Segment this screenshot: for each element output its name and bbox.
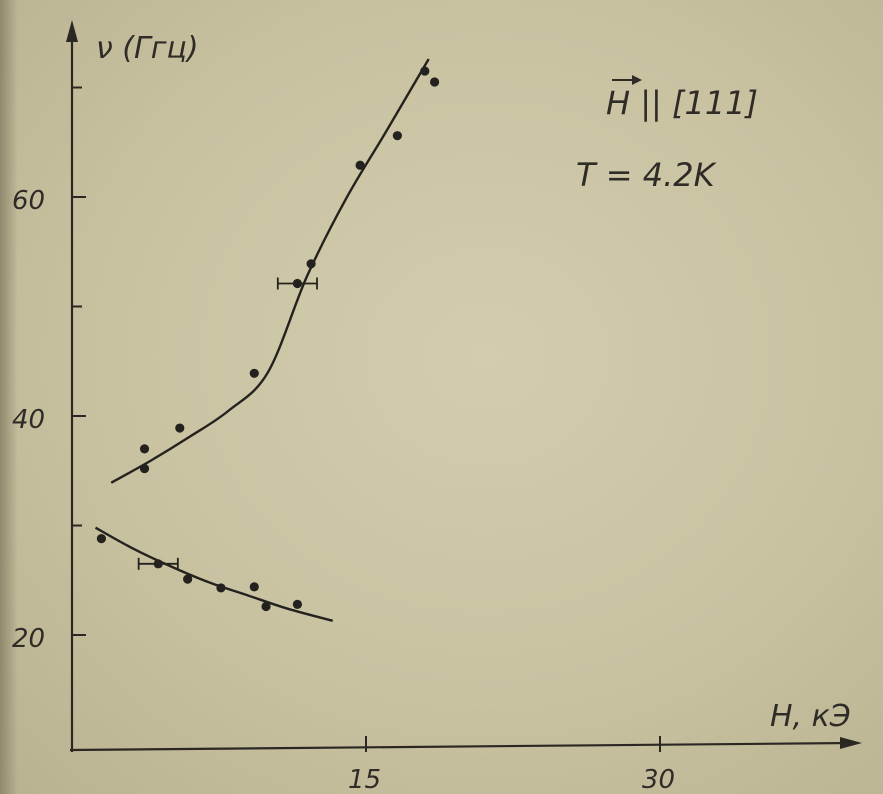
x-ticks: 15 30 [348, 736, 675, 794]
x-axis-title: H, кЭ [770, 699, 851, 734]
data-point [175, 423, 185, 433]
data-point [430, 77, 440, 87]
temperature-annotation: T = 4.2K [576, 156, 718, 194]
data-point [153, 559, 163, 569]
data-point [261, 601, 271, 612]
data-point [292, 278, 302, 289]
fit-curve-2 [94, 526, 334, 622]
fit-curve-1 [110, 58, 430, 484]
vector-arrowhead [632, 75, 642, 85]
data-point [420, 66, 430, 76]
series-layer [94, 58, 440, 622]
series-2 [94, 526, 334, 622]
data-point [249, 368, 259, 378]
data-point [292, 599, 302, 609]
y-tick-label: 40 [12, 405, 45, 435]
y-ticks: 20 40 60 [12, 86, 86, 654]
data-point [216, 583, 226, 593]
data-point [96, 534, 106, 544]
data-point [139, 444, 150, 454]
x-tick-label: 30 [642, 765, 675, 794]
y-tick-label: 60 [12, 186, 45, 216]
y-axis-arrow [66, 20, 78, 42]
field-direction-annotation: H || [111] [606, 84, 758, 122]
data-point [392, 131, 402, 141]
x-axis-line [69, 741, 853, 752]
x-axis-arrow [840, 737, 862, 749]
data-point [355, 160, 365, 170]
data-point [306, 259, 316, 269]
data-point [139, 463, 150, 474]
x-tick-label: 15 [348, 765, 381, 794]
y-axis-title: ν (Ггц) [96, 31, 199, 66]
y-tick-label: 20 [12, 624, 45, 654]
series-1 [110, 58, 440, 484]
data-point [183, 574, 193, 584]
data-point [249, 582, 259, 592]
